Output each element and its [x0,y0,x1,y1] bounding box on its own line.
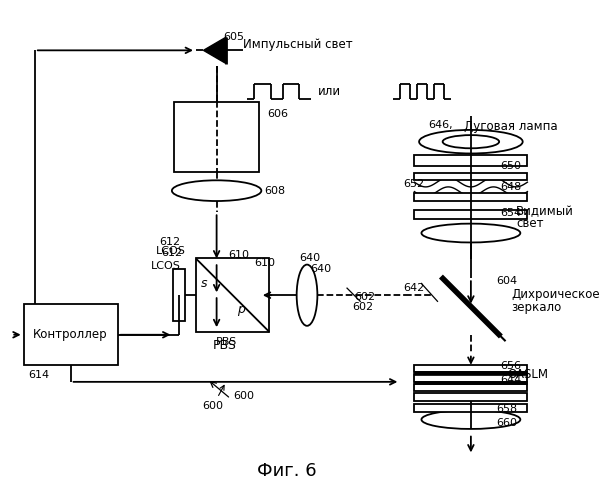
Text: Дихроическое: Дихроическое [511,288,600,300]
Bar [414,404,528,412]
Text: PBS: PBS [216,336,237,346]
Text: или: или [318,86,342,98]
Text: 640: 640 [310,264,331,274]
Text: зеркало: зеркало [511,301,562,314]
Text: Импульсный свет: Импульсный свет [243,38,353,51]
Text: 612: 612 [159,237,180,247]
Bar [173,270,185,321]
Bar [196,258,270,332]
Bar [24,304,118,366]
Text: 660: 660 [497,418,517,428]
Text: 642: 642 [403,283,425,293]
Text: 652: 652 [403,180,424,190]
Text: 650: 650 [500,160,521,170]
Text: 606: 606 [267,108,289,118]
Bar [414,372,528,376]
Bar [414,194,528,201]
Polygon shape [203,37,226,64]
Text: PBS: PBS [213,340,237,352]
Text: p: p [237,303,245,316]
Text: Дуговая лампа: Дуговая лампа [464,120,558,133]
Bar [174,102,259,172]
Text: 610: 610 [228,250,249,260]
Text: Видимый: Видимый [516,205,574,218]
Bar [414,155,528,166]
Bar [414,365,528,372]
Text: 600: 600 [203,386,224,410]
Text: 644: 644 [500,376,522,386]
Text: 600: 600 [234,392,254,402]
Text: 602: 602 [352,302,373,312]
Text: LCOS: LCOS [156,246,185,256]
Text: 602: 602 [354,292,375,302]
Text: 605: 605 [223,32,244,42]
Text: свет: свет [516,217,544,230]
Text: 612: 612 [161,248,182,258]
Text: Фиг. 6: Фиг. 6 [257,462,317,480]
Bar [414,384,528,392]
Text: OASLM: OASLM [508,368,548,380]
Ellipse shape [419,130,523,154]
Bar [414,382,528,384]
Text: s: s [201,278,207,290]
Text: 640: 640 [300,253,321,263]
Ellipse shape [422,410,520,429]
Text: 654: 654 [500,208,521,218]
Text: Контроллер: Контроллер [34,328,108,342]
Text: 656: 656 [500,361,521,371]
Text: 646,: 646, [428,120,453,130]
Bar [414,173,528,180]
Ellipse shape [172,180,261,201]
Ellipse shape [422,224,520,242]
Bar [414,210,528,219]
Bar [414,374,528,382]
Text: 604: 604 [497,276,517,286]
Text: 608: 608 [265,186,285,196]
Text: 648: 648 [500,182,522,192]
Text: 610: 610 [254,258,275,268]
Text: 658: 658 [497,404,517,413]
Ellipse shape [443,135,499,148]
Bar [414,393,528,400]
Ellipse shape [296,264,317,326]
Text: LCOS: LCOS [151,262,181,272]
Text: 614: 614 [28,370,49,380]
